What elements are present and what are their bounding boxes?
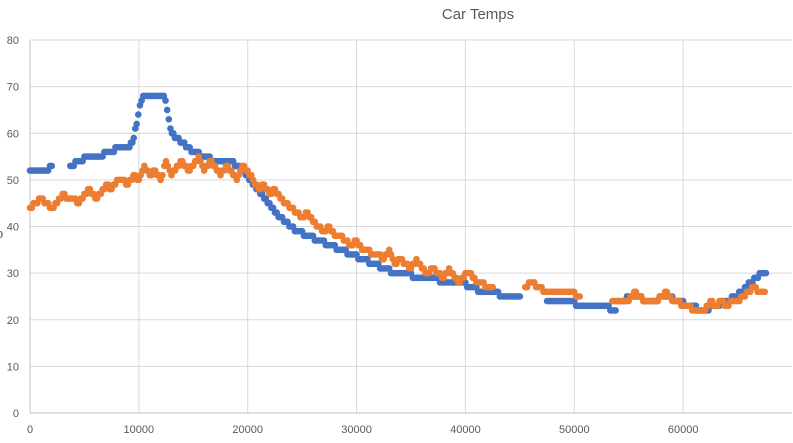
x-tick-label: 30000 — [341, 424, 372, 436]
y-tick-label: 40 — [7, 222, 19, 234]
x-tick-labels: 0 10000 20000 30000 40000 50000 60000 — [27, 424, 699, 436]
data-point — [761, 288, 769, 296]
data-point — [135, 111, 142, 118]
data-point — [130, 134, 138, 142]
data-point — [489, 283, 496, 291]
y-tick-label: 70 — [7, 82, 19, 94]
series-2 — [26, 153, 769, 314]
data-point — [165, 115, 173, 123]
data-point — [159, 171, 166, 179]
x-tick-label: 40000 — [450, 424, 481, 436]
data-point — [516, 293, 524, 300]
data-point — [162, 97, 169, 104]
x-tick-label: 10000 — [124, 424, 155, 436]
x-tick-label: 60000 — [668, 424, 699, 436]
data-point — [133, 120, 140, 128]
plot-area — [26, 92, 770, 314]
y-tick-label: 10 — [7, 361, 19, 373]
y-axis-label-fragment: o — [0, 226, 3, 241]
data-point — [612, 307, 619, 314]
data-point — [576, 293, 584, 300]
x-tick-label: 50000 — [559, 424, 590, 436]
y-tick-label: 60 — [7, 128, 19, 140]
x-tick-label: 20000 — [232, 424, 263, 436]
data-point — [762, 269, 770, 277]
series-1 — [26, 92, 770, 314]
gridlines — [30, 39, 792, 413]
y-tick-label: 20 — [7, 315, 19, 327]
x-tick-label: 0 — [27, 424, 33, 436]
data-point — [48, 162, 56, 170]
y-tick-label: 50 — [7, 175, 19, 187]
y-tick-labels: 0 10 20 30 40 50 60 70 80 — [7, 35, 19, 420]
y-tick-label: 0 — [13, 408, 19, 420]
y-tick-label: 30 — [7, 268, 19, 280]
data-point — [163, 106, 171, 114]
y-tick-label: 80 — [7, 35, 19, 47]
axes — [29, 40, 792, 414]
chart-title: Car Temps — [442, 6, 514, 23]
